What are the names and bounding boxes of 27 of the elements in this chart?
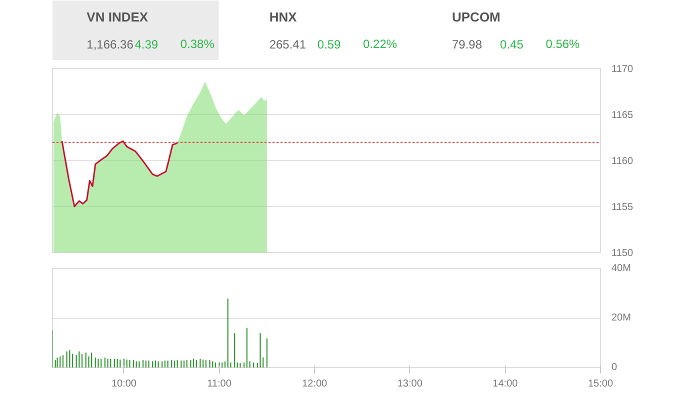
- y-tick-label: 0: [612, 362, 618, 373]
- text: 0.45: [500, 38, 524, 52]
- text: 4.39: [134, 38, 158, 52]
- y-tick-label: 40M: [612, 263, 631, 274]
- y-tick-label: 1165: [612, 110, 634, 121]
- x-tick-label: 13:00: [397, 378, 423, 390]
- y-tick-label: 20M: [612, 312, 631, 324]
- x-tick-label: 14:00: [492, 378, 518, 390]
- text: 1,166.36: [86, 38, 134, 52]
- y-tick-label: 1150: [612, 248, 634, 259]
- y-tick-label: 1160: [612, 156, 634, 167]
- text: 0.22%: [363, 37, 398, 51]
- text: 265.41: [269, 38, 306, 52]
- text: VN INDEX: [86, 10, 148, 24]
- y-tick-label: 1170: [612, 64, 634, 75]
- x-tick-label: 12:00: [302, 378, 328, 390]
- text: 0.59: [317, 38, 342, 52]
- x-tick-label: 10:00: [111, 378, 137, 390]
- text: UPCOM: [452, 10, 500, 24]
- y-tick-label: 1155: [612, 202, 634, 213]
- text: 79.98: [452, 38, 482, 52]
- text: 0.38%: [180, 37, 215, 51]
- line-series: [61, 140, 178, 208]
- text: HNX: [269, 10, 298, 24]
- x-tick-label: 11:00: [207, 378, 232, 390]
- x-tick-label: 15:00: [588, 378, 614, 390]
- text: 0.56%: [546, 37, 580, 51]
